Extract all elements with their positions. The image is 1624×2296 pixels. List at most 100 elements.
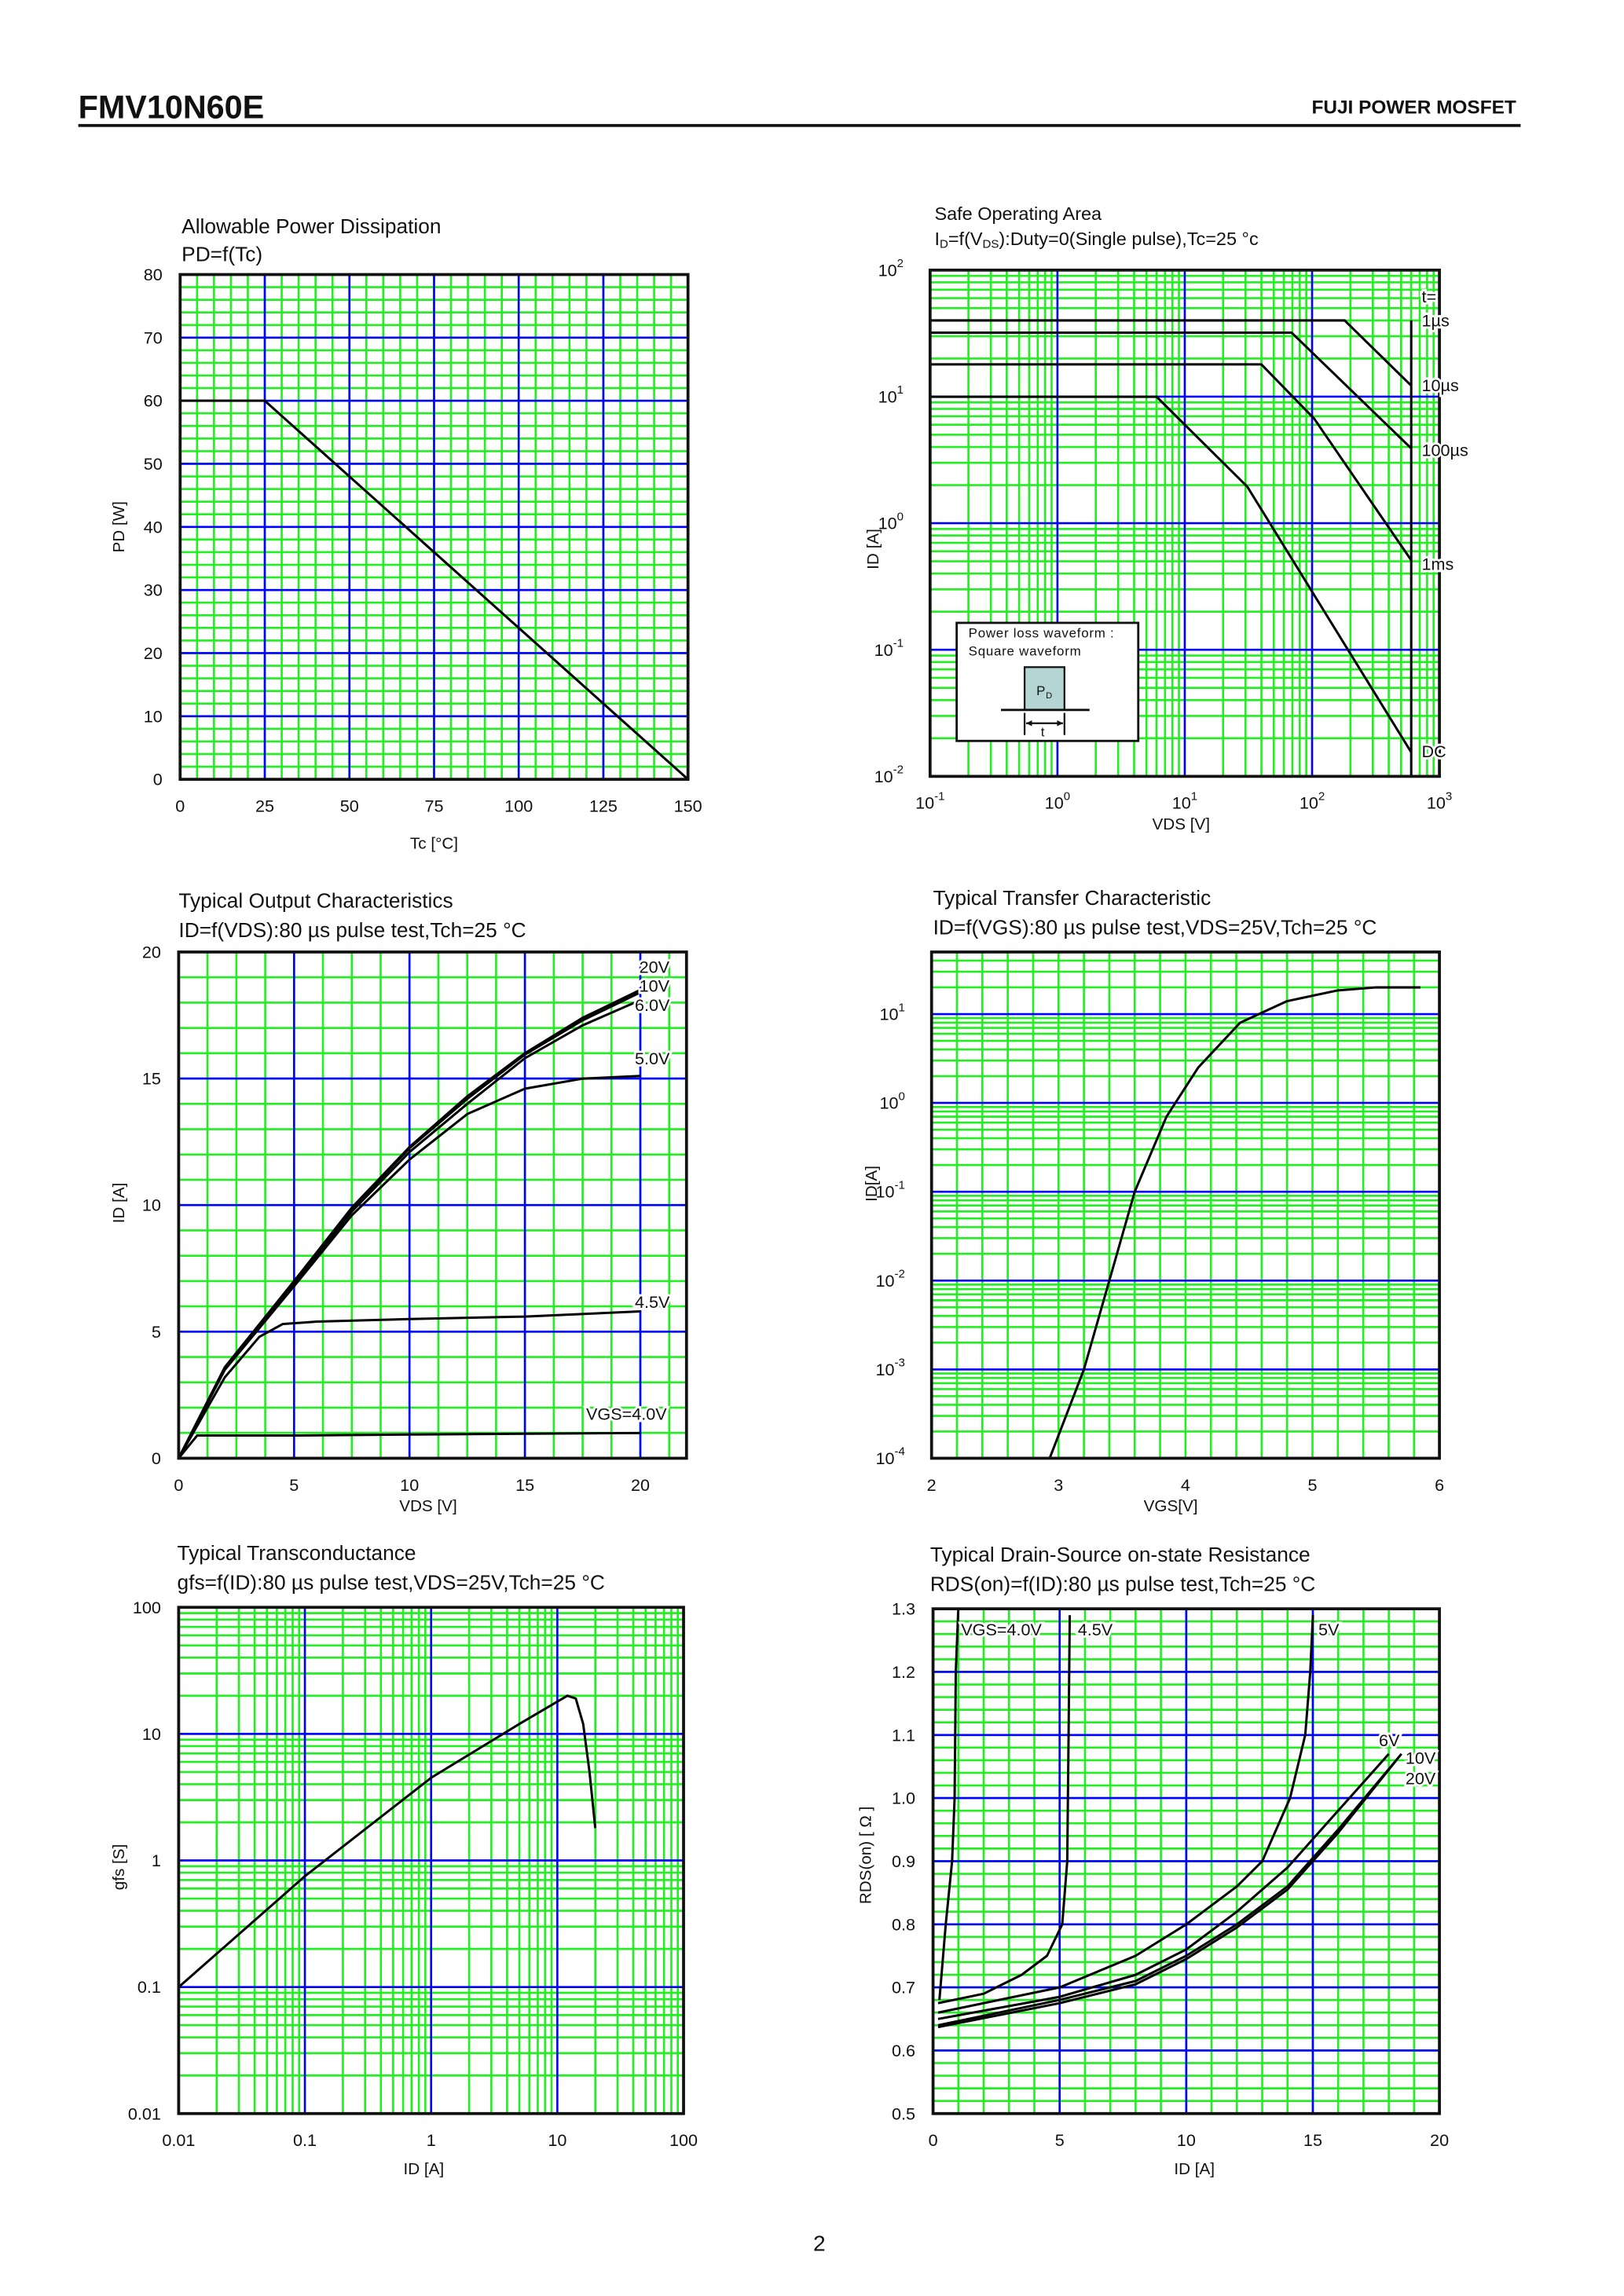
series-line-6v (937, 1752, 1390, 2020)
grid (178, 950, 687, 1459)
pulse-width-label: t (1041, 725, 1045, 740)
y-axis-label: PD [W] (110, 501, 128, 552)
y-tick-label: 1 (152, 1851, 161, 1870)
y-tick-label: 0 (152, 1448, 161, 1468)
chart-title: Typical Drain-Source on-state Resistance (930, 1543, 1311, 1566)
chart-transfer-characteristic: Typical Transfer Characteristic ID=f(VGS… (863, 886, 1377, 1515)
y-axis-label: ID [A] (110, 1183, 128, 1224)
x-axis-label: ID [A] (403, 2160, 444, 2178)
y-tick-label: 1.1 (892, 1725, 915, 1745)
x-tick-label: 15 (1303, 2130, 1322, 2150)
series-line-2 (929, 331, 1413, 449)
x-tick-label: 4 (1181, 1475, 1190, 1495)
y-tick-label: 60 (144, 391, 163, 411)
chart-power-dissipation: Allowable Power Dissipation PD=f(Tc) PD … (110, 214, 458, 853)
chart-transconductance: Typical Transconductance gfs=f(ID):80 µs… (110, 1541, 605, 2178)
y-tick-label: 0.6 (892, 2041, 915, 2060)
y-tick-label: 80 (144, 265, 163, 284)
x-tick-label: 15 (515, 1475, 534, 1495)
series-line-3 (929, 363, 1413, 562)
chart-subtitle: ID=f(VDS):80 µs pulse test,Tch=25 °C (178, 918, 526, 942)
chart-subtitle: ID=f(VDS):Duty=0(Single pulse),Tc=25 °c (934, 229, 1258, 251)
x-tick-label: 0.1 (293, 2130, 317, 2150)
x-tick-label: 5 (1055, 2130, 1065, 2150)
y-axis-label: ID [A] (864, 529, 882, 569)
grid (932, 1607, 1441, 2115)
series-label: 20V (640, 957, 670, 976)
x-tick-label: 25 (255, 796, 274, 815)
x-tick-label: 6 (1435, 1475, 1444, 1495)
chart-title: Typical Transconductance (178, 1541, 416, 1565)
y-tick-label: 1.2 (892, 1662, 915, 1682)
series-label: 5V (1318, 1620, 1340, 1639)
x-axis-label: Tc [°C] (410, 834, 458, 852)
x-tick-label: 150 (674, 796, 702, 815)
y-tick-label: 0 (153, 770, 163, 789)
x-tick-label: 0.01 (162, 2130, 195, 2150)
grid (178, 1606, 685, 2115)
series-label: VGS=4.0V (586, 1404, 667, 1424)
plot-frame (928, 268, 1441, 778)
series-line-4 (929, 395, 1413, 753)
y-tick-label: 1.0 (892, 1789, 915, 1808)
series-line-10v (937, 1752, 1402, 2027)
x-tick-label: 20 (1430, 2130, 1449, 2150)
chart-subtitle: RDS(on)=f(ID):80 µs pulse test,Tch=25 °C (930, 1573, 1315, 1596)
series-line-1 (180, 399, 689, 781)
chart-title: Safe Operating Area (934, 203, 1102, 224)
x-tick-label: 1 (427, 2130, 436, 2150)
y-tick-label: 10 (142, 1196, 161, 1215)
pulse-label: PD (1036, 683, 1053, 701)
series-label: DC (1422, 742, 1446, 761)
y-tick-label: 0.1 (137, 1977, 161, 1997)
series-line-1 (178, 1694, 597, 1988)
chart-subtitle: ID=f(VGS):80 µs pulse test,VDS=25V,Tch=2… (933, 915, 1377, 939)
series-label: t= (1422, 287, 1437, 306)
x-tick-label: 101 (1172, 789, 1197, 812)
series-label: 4.5V (1078, 1620, 1113, 1639)
y-tick-label: 1.3 (892, 1599, 915, 1619)
series-label: 10µs (1422, 375, 1459, 395)
x-tick-label: 50 (340, 796, 359, 815)
x-tick-label: 20 (631, 1475, 650, 1495)
series-label: 20V (1406, 1769, 1436, 1789)
grid (929, 269, 1441, 778)
plot-frame (177, 1606, 685, 2115)
series-label: 1ms (1422, 554, 1454, 573)
series-label: 6.0V (635, 995, 670, 1015)
power-loss-waveform-inset: Power loss waveform : Square waveform PD… (955, 621, 1140, 742)
y-tick-label: 10 (142, 1724, 161, 1744)
x-tick-label: 100 (1045, 789, 1070, 812)
y-tick-label: 5 (152, 1322, 161, 1342)
y-tick-label: 0.5 (892, 2104, 915, 2123)
series-line-vgs-4-0v (178, 1431, 640, 1459)
grid (930, 950, 1441, 1459)
x-tick-label: 0 (929, 2130, 938, 2150)
y-tick-label: 10 (144, 706, 163, 726)
inset-line-1: Power loss waveform : (969, 626, 1115, 641)
plot-area-6: 0 5 10 15 20 0.5 0.6 0.7 0.8 0.9 1.0 1.1 1.2 1.3 VGS=4… (892, 1599, 1449, 2150)
x-tick-label: 10 (400, 1475, 419, 1495)
series-line-5v (937, 1615, 1314, 2014)
x-axis-label: ID [A] (1174, 2160, 1215, 2178)
x-axis-label: VDS [V] (1153, 815, 1210, 833)
y-tick-label: 40 (144, 517, 163, 536)
series-label: VGS=4.0V (961, 1620, 1042, 1639)
plot-area-1: 0 25 50 75 100 125 150 0 10 20 30 40 50 60 70 80 (144, 265, 702, 815)
x-tick-label: 100 (669, 2130, 698, 2150)
chart-title: Typical Output Characteristics (178, 889, 453, 913)
series-label: 100µs (1422, 441, 1468, 460)
x-tick-label: 3 (1054, 1475, 1063, 1495)
chart-output-characteristics: Typical Output Characteristics ID=f(VDS)… (110, 889, 526, 1516)
product-line: FUJI POWER MOSFET (1311, 97, 1516, 119)
chart-title: Allowable Power Dissipation (181, 214, 441, 238)
series-line-1 (1048, 986, 1421, 1459)
y-tick-label: 20 (142, 942, 161, 961)
chart-subtitle: PD=f(Tc) (181, 243, 262, 266)
series-label: 10V (1406, 1748, 1436, 1767)
series-label: 6V (1379, 1730, 1400, 1750)
x-tick-label: 5 (289, 1475, 299, 1495)
x-tick-label: 10 (548, 2130, 566, 2150)
